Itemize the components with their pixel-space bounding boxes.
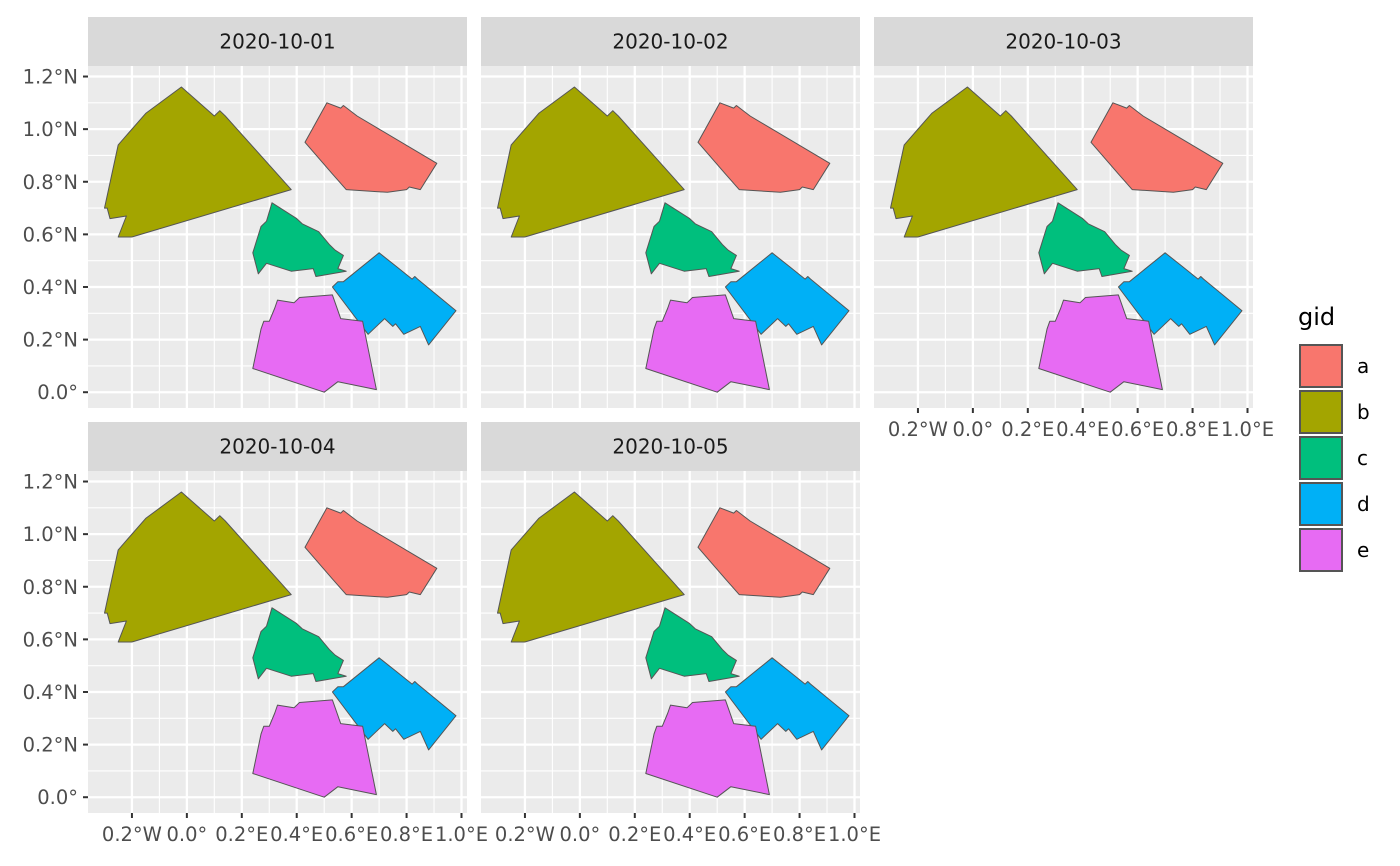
polygon-d (331, 657, 457, 751)
polygon-e (252, 699, 377, 798)
x-axis-tick-label: 0.2°E (1001, 418, 1054, 441)
legend-key-d (1299, 482, 1343, 526)
legend-label-a: a (1357, 354, 1369, 378)
facet-panel-2020-10-01: 2020-10-01 0.0° 0.2°N 0.4°N 0.6°N 0.8°N 1.0°N 1… (23, 17, 467, 408)
y-axis-tick-label: 1.2°N (23, 471, 78, 494)
polygon-b (890, 86, 1078, 238)
facet-strip (88, 17, 467, 66)
facet-strip (874, 17, 1253, 66)
legend-label-d: d (1357, 492, 1370, 516)
facet-panel-2020-10-03: 2020-10-03 0.2°W 0.0° 0.2°E 0.4°E 0.6°E 0.8°E 1… (874, 17, 1274, 441)
polygon-b (497, 86, 685, 238)
legend-key-b (1299, 390, 1343, 434)
facet-strip-label: 2020-10-02 (612, 30, 728, 54)
polygon-a (304, 102, 438, 193)
facet-panel-2020-10-02: 2020-10-02 (481, 17, 860, 408)
x-axis-tick-label: 0.0° (559, 823, 600, 846)
polygon-e (252, 294, 377, 393)
legend-label-e: e (1357, 538, 1369, 562)
x-axis-tick-label: 0.8°E (380, 823, 433, 846)
facet-strip-label: 2020-10-03 (1005, 30, 1121, 54)
x-axis-tick-label: 0.0° (952, 418, 993, 441)
y-axis-tick-label: 0.6°N (23, 628, 78, 651)
polygon-c (645, 202, 740, 277)
polygon-c (1038, 202, 1133, 277)
x-axis-tick-label: 0.2°W (102, 823, 162, 846)
y-axis-tick-label: 0.2°N (23, 734, 78, 757)
x-axis-tick-label: 0.4°E (270, 823, 323, 846)
polygon-d (724, 657, 850, 751)
x-axis-tick-label: 0.2°W (495, 823, 555, 846)
x-axis-tick-label: 0.6°E (1111, 418, 1164, 441)
polygon-c (252, 607, 347, 682)
legend-key-c (1299, 436, 1343, 480)
y-axis-tick-label: 0.0° (37, 786, 78, 809)
x-axis-tick-label: 0.2°E (215, 823, 268, 846)
polygon-d (331, 252, 457, 346)
x-axis-tick-label: 1.0°E (828, 823, 881, 846)
y-axis-tick-label: 1.0°N (23, 118, 78, 141)
facet-panel-2020-10-04: 2020-10-04 0.0° 0.2°N 0.4°N 0.6°N 0.8°N 1.0°N 1… (23, 422, 488, 846)
x-axis-tick-label: 0.0° (166, 823, 207, 846)
y-axis-tick-label: 0.6°N (23, 223, 78, 246)
y-axis-tick-label: 0.4°N (23, 276, 78, 299)
facet-panel-2020-10-05: 2020-10-05 0.2°W 0.0° 0.2°E 0.4°E 0.6°E 0.8°E 1… (481, 422, 881, 846)
x-axis-tick-label: 1.0°E (435, 823, 488, 846)
polygon-b (104, 86, 292, 238)
y-axis-tick-label: 0.8°N (23, 171, 78, 194)
facet-strip-label: 2020-10-04 (219, 435, 335, 459)
x-axis-tick-label: 0.6°E (325, 823, 378, 846)
polygon-e (1038, 294, 1163, 393)
x-axis-tick-label: 0.8°E (773, 823, 826, 846)
polygon-a (304, 507, 438, 598)
x-axis-tick-label: 0.4°E (663, 823, 716, 846)
x-axis-tick-label: 0.6°E (718, 823, 771, 846)
polygon-e (645, 699, 770, 798)
legend-label-c: c (1357, 446, 1368, 470)
polygon-e (645, 294, 770, 393)
x-axis-tick-label: 0.4°E (1056, 418, 1109, 441)
x-axis-tick-label: 0.2°E (608, 823, 661, 846)
legend-key-e (1299, 528, 1343, 572)
y-axis-tick-label: 0.8°N (23, 576, 78, 599)
polygon-c (645, 607, 740, 682)
polygon-b (104, 491, 292, 643)
polygon-b (497, 491, 685, 643)
facet-strip (88, 422, 467, 471)
legend-label-b: b (1357, 400, 1370, 424)
x-axis-tick-label: 0.8°E (1166, 418, 1219, 441)
polygon-c (252, 202, 347, 277)
facet-strip-label: 2020-10-05 (612, 435, 728, 459)
legend-key-a (1299, 344, 1343, 388)
polygon-a (697, 102, 831, 193)
polygon-d (724, 252, 850, 346)
y-axis-tick-label: 0.0° (37, 381, 78, 404)
y-axis-tick-label: 1.0°N (23, 523, 78, 546)
polygon-d (1117, 252, 1243, 346)
facet-strip (481, 17, 860, 66)
polygon-a (697, 507, 831, 598)
x-axis-tick-label: 0.2°W (888, 418, 948, 441)
legend-title: gid (1298, 303, 1335, 331)
facet-strip-label: 2020-10-01 (219, 30, 335, 54)
y-axis-tick-label: 0.4°N (23, 681, 78, 704)
x-axis-tick-label: 1.0°E (1221, 418, 1274, 441)
y-axis-tick-label: 1.2°N (23, 66, 78, 89)
facet-strip (481, 422, 860, 471)
polygon-a (1090, 102, 1224, 193)
y-axis-tick-label: 0.2°N (23, 329, 78, 352)
